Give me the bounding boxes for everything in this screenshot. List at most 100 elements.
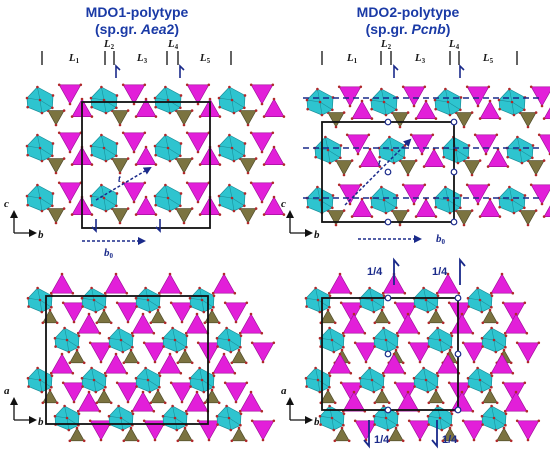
olive-tetrahedron: [177, 427, 193, 442]
atom: [412, 376, 416, 380]
atom: [393, 381, 397, 385]
atom: [70, 115, 74, 118]
atom: [364, 360, 368, 364]
atom: [490, 385, 493, 389]
atom: [369, 196, 373, 200]
atom: [26, 203, 29, 207]
atom: [328, 404, 331, 408]
magenta-tetrahedron: [346, 134, 370, 155]
atom: [212, 294, 216, 298]
atom: [353, 419, 357, 423]
atom: [166, 196, 170, 200]
olive-tetrahedron: [150, 309, 166, 324]
atom: [223, 381, 227, 385]
atom: [95, 321, 99, 325]
atom: [92, 378, 96, 382]
magenta-tetrahedron: [504, 391, 528, 412]
atom: [489, 291, 493, 295]
mdo1-layer-markers: [41, 51, 232, 65]
mdo2-space-group: (sp.gr. Pcnb): [366, 21, 451, 37]
atom: [144, 97, 148, 101]
atom: [514, 390, 518, 394]
atom: [136, 361, 140, 365]
atom: [342, 334, 346, 338]
magenta-tetrahedron: [351, 198, 373, 217]
atom: [217, 321, 221, 325]
atom: [339, 144, 343, 147]
atom: [51, 204, 54, 208]
mdo1-layer-1: L1: [68, 52, 80, 65]
atom: [395, 108, 398, 112]
atom: [359, 183, 363, 187]
atom: [386, 428, 390, 432]
atom: [494, 350, 498, 354]
atom: [282, 213, 286, 216]
atom: [180, 400, 184, 404]
atom: [342, 412, 346, 416]
mdo1-top-unit-cell: [81, 101, 211, 229]
screw-axis-icon: [115, 64, 121, 78]
magenta-tetrahedron: [450, 391, 474, 412]
atom: [426, 310, 430, 314]
atom: [434, 308, 438, 312]
atom: [243, 106, 246, 110]
atom: [126, 320, 130, 324]
atom: [488, 308, 492, 312]
atom: [184, 331, 188, 335]
atom: [136, 439, 140, 443]
atom: [537, 419, 541, 423]
atom: [63, 404, 66, 408]
atom: [476, 202, 480, 206]
atom: [65, 416, 69, 420]
atom: [436, 305, 439, 309]
olive-tetrahedron: [320, 309, 336, 324]
atom: [500, 352, 504, 356]
atom: [188, 296, 192, 300]
atom: [359, 385, 362, 388]
mdo2-translation-vector: [344, 138, 412, 206]
olive-tetrahedron: [69, 349, 85, 364]
atom: [459, 206, 462, 210]
olive-tetrahedron: [482, 389, 498, 404]
olive-tetrahedron: [47, 158, 65, 174]
atom: [352, 312, 356, 316]
atom: [460, 390, 464, 394]
olive-tetrahedron: [231, 427, 247, 442]
atom: [238, 331, 242, 335]
atom: [179, 204, 182, 208]
atom: [90, 115, 94, 118]
olive-tetrahedron: [47, 208, 65, 224]
atom: [368, 366, 371, 370]
atom: [38, 146, 42, 150]
atom: [508, 185, 511, 189]
magenta-tetrahedron: [479, 198, 501, 217]
atom: [396, 423, 399, 427]
atom: [382, 198, 386, 202]
atom: [487, 183, 491, 187]
magenta-tetrahedron: [104, 273, 128, 294]
atom: [146, 298, 150, 302]
magenta-tetrahedron: [338, 184, 362, 205]
atom: [207, 83, 211, 87]
atom: [131, 334, 135, 338]
atom: [168, 111, 172, 115]
atom: [304, 376, 308, 380]
atom: [490, 404, 493, 408]
atom: [442, 155, 445, 159]
atom: [115, 106, 118, 110]
mdo2-layer-5: L5: [482, 52, 494, 65]
atom: [166, 98, 170, 102]
atom: [98, 331, 102, 335]
axis-label-c: c: [281, 198, 286, 210]
atom: [350, 159, 354, 162]
atom: [36, 133, 39, 137]
atom: [512, 113, 516, 117]
atom: [406, 173, 410, 177]
magenta-tetrahedron: [239, 391, 263, 412]
atom: [349, 371, 353, 375]
atom: [271, 83, 275, 87]
atom: [25, 194, 29, 198]
atom: [484, 152, 488, 156]
atom: [25, 144, 29, 148]
atom: [62, 207, 66, 210]
